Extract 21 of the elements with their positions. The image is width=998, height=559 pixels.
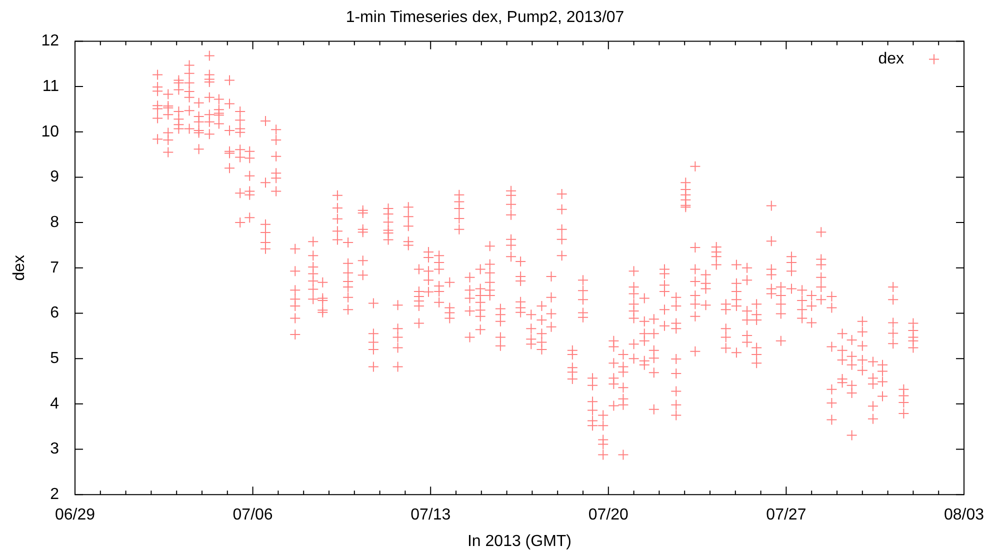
x-tick-label: 07/13 [410, 506, 451, 524]
x-tick-label: 07/27 [766, 506, 806, 524]
y-axis-title: dex [11, 255, 28, 281]
x-axis-title: In 2013 (GMT) [467, 532, 572, 550]
y-tick-label: 11 [42, 78, 60, 95]
y-tick-label: 8 [50, 214, 60, 231]
chart-title: 1-min Timeseries dex, Pump2, 2013/07 [346, 9, 624, 26]
y-tick-label: 2 [50, 486, 60, 504]
x-tick-label: 08/03 [944, 506, 984, 524]
y-tick-label: 9 [50, 168, 60, 186]
y-tick-label: 6 [50, 304, 60, 322]
x-tick-label: 06/29 [54, 506, 96, 524]
y-tick-label: 7 [50, 259, 60, 276]
x-tick-label: 07/06 [232, 506, 273, 524]
y-tick-label: 5 [50, 350, 60, 367]
y-tick-label: 4 [50, 395, 60, 412]
y-tick-label: 10 [41, 123, 60, 140]
y-tick-label: 3 [50, 440, 60, 458]
legend-label: dex [878, 50, 904, 68]
x-tick-label: 07/20 [588, 506, 629, 524]
y-tick-label: 12 [41, 32, 60, 50]
